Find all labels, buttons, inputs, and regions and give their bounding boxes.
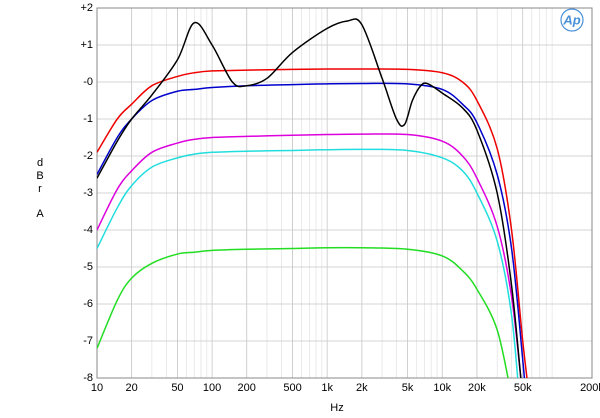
plot-area: [97, 18, 528, 378]
x-tick-label: 10: [91, 382, 103, 394]
plot-frame: [96, 7, 593, 379]
x-tick-label: 50k: [514, 382, 532, 394]
y-tick-label: -4: [83, 224, 93, 236]
y-tick-label: -7: [83, 335, 93, 347]
series-line: [97, 246, 509, 378]
y-axis-label: B: [36, 170, 43, 182]
y-axis-label: r: [38, 183, 42, 195]
y-tick-label: -0: [83, 76, 93, 88]
series-line: [97, 148, 519, 378]
x-tick-label: 5k: [402, 382, 414, 394]
y-tick-label: -3: [83, 187, 93, 199]
y-tick-label: -1: [83, 113, 93, 125]
series-line: [97, 133, 522, 378]
y-tick-label: -8: [83, 372, 93, 384]
x-tick-label: 10k: [433, 382, 451, 394]
x-tick-label: 20: [126, 382, 138, 394]
y-tick-label: +1: [80, 39, 93, 51]
x-tick-label: 100: [203, 382, 221, 394]
x-tick-label: 1k: [321, 382, 333, 394]
series-line: [97, 18, 522, 378]
x-tick-label: 500: [283, 382, 301, 394]
y-tick-label: +2: [80, 2, 93, 14]
x-tick-label: 50: [171, 382, 183, 394]
y-axis-label: A: [36, 208, 44, 220]
y-axis-label: d: [37, 157, 43, 169]
logo-ring: [560, 8, 584, 32]
x-tick-label: 200: [238, 382, 256, 394]
x-tick-label: 200k: [580, 382, 600, 394]
series-line: [97, 82, 526, 378]
x-tick-label: 20k: [468, 382, 486, 394]
series-line: [97, 68, 528, 378]
x-axis-label: Hz: [330, 402, 343, 414]
logo: Ap: [562, 12, 580, 27]
y-tick-label: -6: [83, 298, 93, 310]
x-tick-label: 2k: [356, 382, 368, 394]
y-tick-label: -2: [83, 150, 93, 162]
y-tick-label: -5: [83, 261, 93, 273]
